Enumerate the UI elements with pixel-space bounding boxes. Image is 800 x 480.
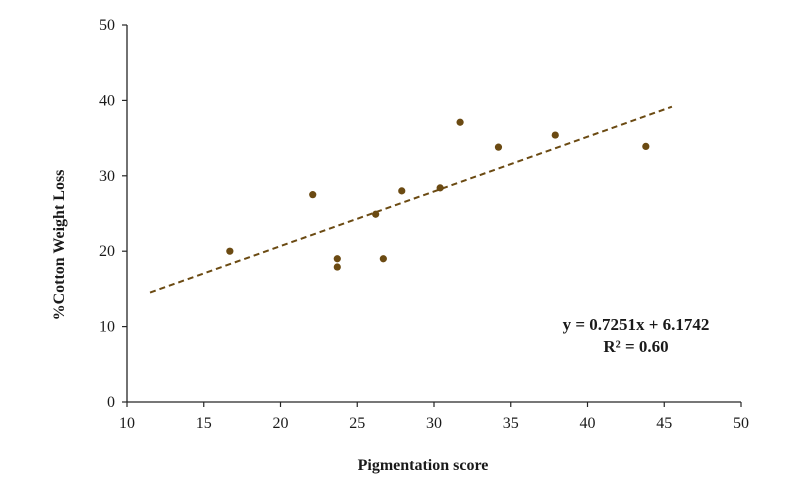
y-tick-label: 0 (107, 394, 115, 411)
y-tick-labels: 0 10 20 30 40 50 (99, 17, 127, 411)
data-point (642, 142, 650, 150)
data-point (333, 263, 341, 271)
data-points (226, 118, 650, 271)
data-point (456, 118, 464, 126)
trendline-group (149, 105, 673, 294)
x-axis-title: Pigmentation score (358, 457, 489, 474)
y-tick-label: 30 (99, 168, 115, 185)
data-point (309, 191, 317, 199)
y-tick-label: 40 (99, 92, 115, 109)
data-point (436, 184, 444, 192)
y-tick-label: 50 (99, 17, 115, 34)
x-tick-label: 35 (503, 415, 519, 432)
trendline (149, 105, 673, 294)
x-tick-label: 15 (196, 415, 212, 432)
data-point (398, 187, 406, 195)
x-tick-label: 30 (426, 415, 442, 432)
data-point (551, 131, 559, 139)
y-tick-label: 10 (99, 319, 115, 336)
x-tick-label: 45 (656, 415, 672, 432)
trendline-r-squared: R² = 0.60 (603, 337, 668, 356)
data-point (333, 255, 341, 263)
trendline-equation: y = 0.7251x + 6.1742 (563, 315, 710, 334)
x-tick-label: 40 (580, 415, 596, 432)
data-point (372, 210, 380, 218)
y-tick-label: 20 (99, 243, 115, 260)
x-tick-labels: 10 15 20 25 30 35 40 45 50 (119, 402, 749, 432)
x-tick-label: 10 (119, 415, 135, 432)
data-point (494, 143, 503, 151)
data-point (379, 255, 387, 263)
x-tick-label: 25 (349, 415, 365, 432)
data-point (226, 247, 234, 255)
x-tick-label: 50 (733, 415, 749, 432)
y-axis-title: %Cotton Weight Loss (51, 170, 68, 321)
x-tick-label: 20 (273, 415, 289, 432)
